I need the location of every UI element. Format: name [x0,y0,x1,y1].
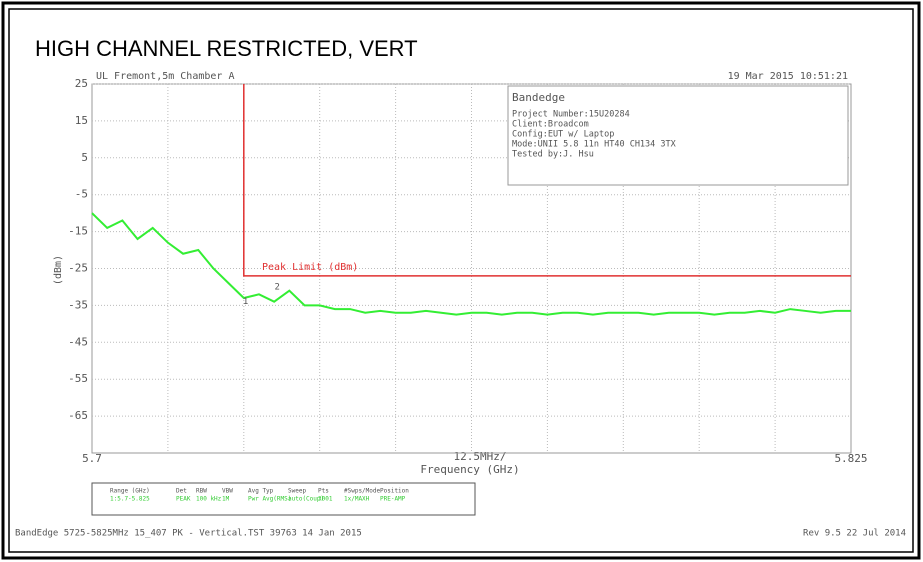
settings-cell: 1x/MAXH [344,496,370,503]
info-line: Client:Broadcom [512,120,589,130]
footer-right: Rev 9.5 22 Jul 2014 [803,529,906,539]
x-scale-label: 12.5MHz/ [454,450,507,463]
x-axis-label: Frequency (GHz) [420,463,519,476]
settings-cell: 3001 [318,496,333,503]
settings-header: RBW [196,488,207,495]
inner-border [8,8,914,553]
settings-cell: PRE-AMP [380,496,406,503]
info-line: Bandedge [512,91,565,104]
trace [91,212,851,316]
settings-header: VBW [222,488,233,495]
chart-title: HIGH CHANNEL RESTRICTED, VERT [35,36,418,61]
y-tick-label: -5 [75,188,88,201]
y-axis-label: (dBm) [53,255,64,285]
limit-label: Peak Limit (dBm) [262,262,358,273]
subtitle: UL Fremont,5m Chamber A [96,71,234,82]
settings-header: Range (GHz) [110,488,150,495]
y-tick-label: -45 [68,335,88,348]
info-line: Tested by:J. Hsu [512,150,594,160]
marker-label: 2 [274,282,279,292]
y-tick-label: -15 [68,225,88,238]
y-tick-label: -25 [68,262,88,275]
info-line: Mode:UNII 5.8 11n HT40 CH134 3TX [512,140,677,150]
settings-cell: 1M [222,496,230,503]
info-line: Project Number:15U20284 [512,110,630,120]
x-tick-label: 5.825 [834,452,867,465]
settings-cell: PEAK [176,496,191,503]
timestamp: 19 Mar 2015 10:51:21 [728,71,848,82]
y-tick-label: 25 [75,77,88,90]
settings-cell: 100 kHz [196,496,222,503]
y-tick-label: -55 [68,372,88,385]
footer-left: BandEdge 5725-5825MHz 15_407 PK - Vertic… [15,529,362,539]
settings-box [91,482,476,516]
settings-header: Avg Typ [248,488,274,495]
info-box [507,85,849,186]
settings-header: Pts [318,488,329,495]
settings-header: Sweep [288,488,306,495]
settings-cell: Pwr Avg(RMS) [248,496,291,503]
settings-header: #Swps/Mode [344,488,381,495]
settings-header: Position [380,488,409,495]
settings-cell: auto(Coup) [288,496,324,503]
settings-cell: 1:5.7-5.825 [110,496,150,503]
info-line: Config:EUT w/ Laptop [512,130,614,140]
marker-label: 1 [243,297,248,307]
y-tick-label: -35 [68,298,88,311]
limit-line [243,84,851,277]
y-tick-label: 15 [75,114,88,127]
y-tick-label: -65 [68,409,88,422]
x-tick-label: 5.7 [82,452,102,465]
settings-header: Det [176,488,187,495]
y-tick-label: 5 [81,151,88,164]
